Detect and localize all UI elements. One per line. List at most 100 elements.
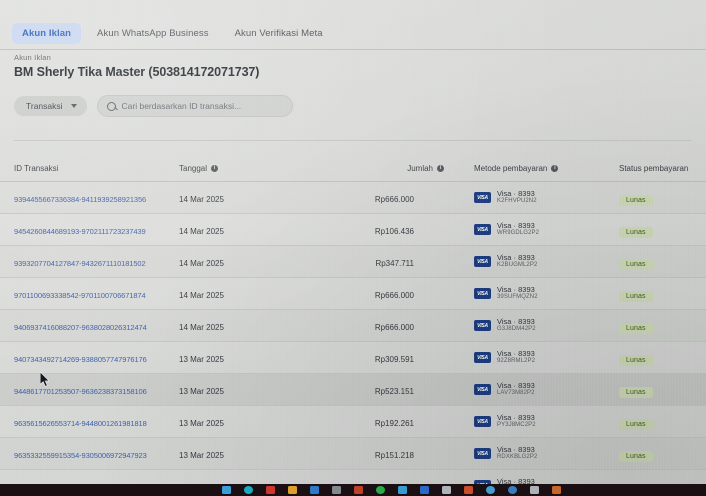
transaction-id-link[interactable]: 9454260844689193-9702111723237439 <box>14 226 146 236</box>
status-badge: Lunas <box>619 418 653 430</box>
column-label: Jumlah <box>407 163 433 173</box>
transaction-amount: Rp666.000 <box>374 322 414 332</box>
browser-icon[interactable] <box>244 486 253 494</box>
search-placeholder: Cari berdasarkan ID transaksi... <box>121 101 242 111</box>
payment-method-label: Visa · 8393 <box>497 445 535 455</box>
whatsapp-icon[interactable] <box>376 486 385 494</box>
payment-method: VISA Visa · 8393 K2BUGML2P2 <box>474 253 619 270</box>
column-header-metode-pembayaran[interactable]: Metode pembayaran i <box>474 164 619 173</box>
transaction-date: 14 Mar 2025 <box>179 290 224 300</box>
visa-card-icon: VISA <box>474 448 491 459</box>
payment-method: VISA Visa · 8393 RDXKBLG2P2 <box>474 445 619 462</box>
column-header-id-transaksi[interactable]: ID Transaksi <box>14 164 179 173</box>
payment-method-label: Visa · 8393 <box>497 285 535 295</box>
payment-method: VISA Visa · 8393 G3J8DM42P2 <box>474 317 619 334</box>
info-icon[interactable]: i <box>437 164 444 172</box>
transaction-id-link[interactable]: 9407343492714269-9388057747976176 <box>14 354 147 364</box>
payment-method-label: Visa · 8393 <box>497 413 535 423</box>
table-row[interactable]: 9406937416088207-9638028026312474 14 Mar … <box>0 310 706 342</box>
visa-card-icon: VISA <box>474 416 491 427</box>
table-row[interactable]: 9635615626553714-9448001261981818 13 Mar … <box>0 406 706 438</box>
column-header-tanggal[interactable]: Tanggal i <box>179 164 304 173</box>
table-row[interactable]: 9701100693338542-9701100706671874 14 Mar … <box>0 278 706 310</box>
column-label: Metode pembayaran <box>474 163 548 173</box>
table-row[interactable]: 9407343492714269-9388057747976176 13 Mar … <box>0 342 706 374</box>
table-toolbar: Transaksi Cari berdasarkan ID transaksi.… <box>14 95 293 117</box>
transaction-amount: Rp151.218 <box>374 450 414 460</box>
settings-icon[interactable] <box>530 486 539 494</box>
folder-icon[interactable] <box>288 486 297 494</box>
payment-method-reference: RDXKBLG2P2 <box>497 454 538 461</box>
telegram-icon[interactable] <box>398 486 407 494</box>
transaction-date: 14 Mar 2025 <box>179 226 224 236</box>
table-row[interactable]: 9393207704127847-9432671110181502 14 Mar … <box>0 246 706 278</box>
payment-method-reference: 92Z8RML2P2 <box>497 358 536 365</box>
transaction-date: 14 Mar 2025 <box>179 258 224 268</box>
tab-label: Akun WhatsApp Business <box>97 27 209 39</box>
payment-method-label: Visa · 8393 <box>497 349 535 359</box>
visa-card-icon: VISA <box>474 256 491 267</box>
status-badge: Lunas <box>619 354 653 366</box>
payment-method-reference: 39SUFMQZN2 <box>497 294 538 301</box>
payment-method: VISA Visa · 8393 LAV73M82P2 <box>474 381 619 398</box>
media-icon[interactable] <box>354 486 363 494</box>
globe-icon[interactable] <box>508 486 517 494</box>
alert-icon[interactable] <box>552 486 561 494</box>
transaction-id-link[interactable]: 9635615626553714-9448001261981818 <box>14 418 147 428</box>
column-label: Tanggal <box>179 163 208 173</box>
window-icon[interactable] <box>420 486 429 494</box>
payment-method-reference: K2FHVPU2N2 <box>497 198 537 205</box>
visa-card-icon: VISA <box>474 352 491 363</box>
cloud-icon[interactable] <box>486 486 495 494</box>
search-icon <box>106 101 116 111</box>
column-label: ID Transaksi <box>14 163 59 173</box>
search-input[interactable]: Cari berdasarkan ID transaksi... <box>96 95 293 117</box>
transaction-filter-dropdown[interactable]: Transaksi <box>14 96 87 116</box>
payment-method-reference: G3J8DM42P2 <box>497 326 536 333</box>
tab-akun-whatsapp-business[interactable]: Akun WhatsApp Business <box>87 23 219 44</box>
transaction-id-link[interactable]: 9393207704127847-9432671110181502 <box>14 258 146 268</box>
transaction-id-link[interactable]: 9635332559915354-9305006972947923 <box>14 450 147 460</box>
transaction-id-link[interactable]: 9448617701253507-9636238373158106 <box>14 386 147 396</box>
file-explorer-icon[interactable] <box>222 486 231 494</box>
recorder-icon[interactable] <box>266 486 275 494</box>
visa-card-icon: VISA <box>474 384 491 395</box>
payment-method-reference: K2BUGML2P2 <box>497 262 538 269</box>
table-row[interactable]: 9394455667336384-9411939258921356 14 Mar … <box>0 182 706 214</box>
transaction-amount: Rp523.151 <box>374 386 414 396</box>
transaction-id-link[interactable]: 9394455667336384-9411939258921356 <box>14 194 147 204</box>
table-header-row: ID Transaksi Tanggal i Jumlah i Metode p… <box>0 155 706 182</box>
app-grey-icon[interactable] <box>332 486 341 494</box>
os-taskbar <box>0 484 706 496</box>
docs-icon[interactable] <box>442 486 451 494</box>
payment-method: VISA Visa · 8393 WR9GDLG2P2 <box>474 221 619 238</box>
transaction-amount: Rp309.591 <box>374 354 414 364</box>
visa-card-icon: VISA <box>474 224 491 235</box>
column-header-jumlah[interactable]: Jumlah i <box>304 164 474 173</box>
store-icon[interactable] <box>464 486 473 494</box>
filter-label: Transaksi <box>26 101 63 111</box>
info-icon[interactable]: i <box>211 164 219 172</box>
transaction-id-link[interactable]: 9406937416088207-9638028026312474 <box>14 322 147 332</box>
status-badge: Lunas <box>619 194 653 206</box>
transaction-id-link[interactable]: 9701100693338542-9701100706671874 <box>14 290 146 300</box>
transaction-date: 13 Mar 2025 <box>179 386 224 396</box>
column-header-status-pembayaran[interactable]: Status pembayaran <box>619 164 692 173</box>
payment-method-label: Visa · 8393 <box>497 317 535 327</box>
table-row[interactable]: 9454260844689193-9702111723237439 14 Mar … <box>0 214 706 246</box>
status-badge: Lunas <box>619 322 653 334</box>
visa-card-icon: VISA <box>474 320 491 331</box>
payment-method: VISA Visa · 8393 39SUFMQZN2 <box>474 285 619 302</box>
table-row[interactable]: 9448617701253507-9636238373158106 13 Mar … <box>0 374 706 406</box>
transaction-date: 14 Mar 2025 <box>179 194 224 204</box>
status-badge: Lunas <box>619 226 653 238</box>
tab-label: Akun Verifikasi Meta <box>234 27 323 39</box>
tab-akun-verifikasi-meta[interactable]: Akun Verifikasi Meta <box>225 23 333 44</box>
table-row[interactable]: 9635332559915354-9305006972947923 13 Mar … <box>0 438 706 470</box>
tab-akun-iklan[interactable]: Akun Iklan <box>12 22 82 44</box>
page-header: Akun Iklan BM Sherly Tika Master (503814… <box>14 53 692 141</box>
payment-method-label: Visa · 8393 <box>497 381 535 391</box>
transaction-amount: Rp192.261 <box>374 418 414 428</box>
edge-icon[interactable] <box>310 486 319 494</box>
info-icon[interactable]: i <box>551 164 559 172</box>
